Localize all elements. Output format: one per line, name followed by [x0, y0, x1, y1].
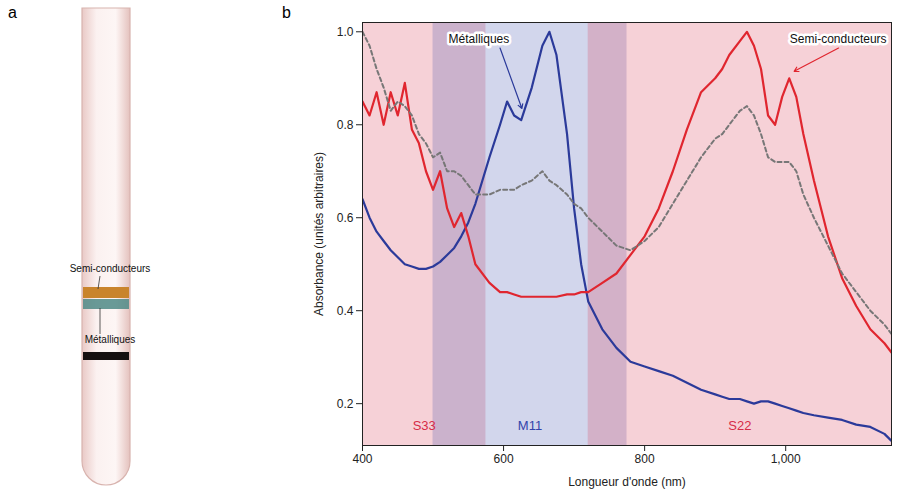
svg-text:Absorbance (unités arbitraires: Absorbance (unités arbitraires): [312, 152, 326, 316]
svg-text:Semi-conducteurs: Semi-conducteurs: [790, 32, 887, 46]
svg-text:Métalliques: Métalliques: [449, 32, 510, 46]
svg-text:0.6: 0.6: [337, 211, 354, 225]
svg-text:1.0: 1.0: [337, 25, 354, 39]
svg-text:Semi-conducteurs: Semi-conducteurs: [70, 263, 151, 274]
svg-text:Métalliques: Métalliques: [85, 334, 136, 345]
svg-text:0.2: 0.2: [337, 397, 354, 411]
svg-text:M11: M11: [518, 418, 542, 433]
svg-text:S22: S22: [728, 418, 751, 433]
svg-text:0.8: 0.8: [337, 118, 354, 132]
svg-text:400: 400: [352, 452, 372, 466]
svg-text:800: 800: [635, 452, 655, 466]
html-text:b: b: [282, 4, 291, 21]
svg-text:Longueur d'onde (nm): Longueur d'onde (nm): [568, 475, 686, 489]
svg-text:0.4: 0.4: [337, 304, 354, 318]
svg-text:1,000: 1,000: [771, 452, 801, 466]
html-text:a: a: [8, 4, 17, 21]
svg-text:S33: S33: [413, 418, 436, 433]
svg-text:600: 600: [494, 452, 514, 466]
